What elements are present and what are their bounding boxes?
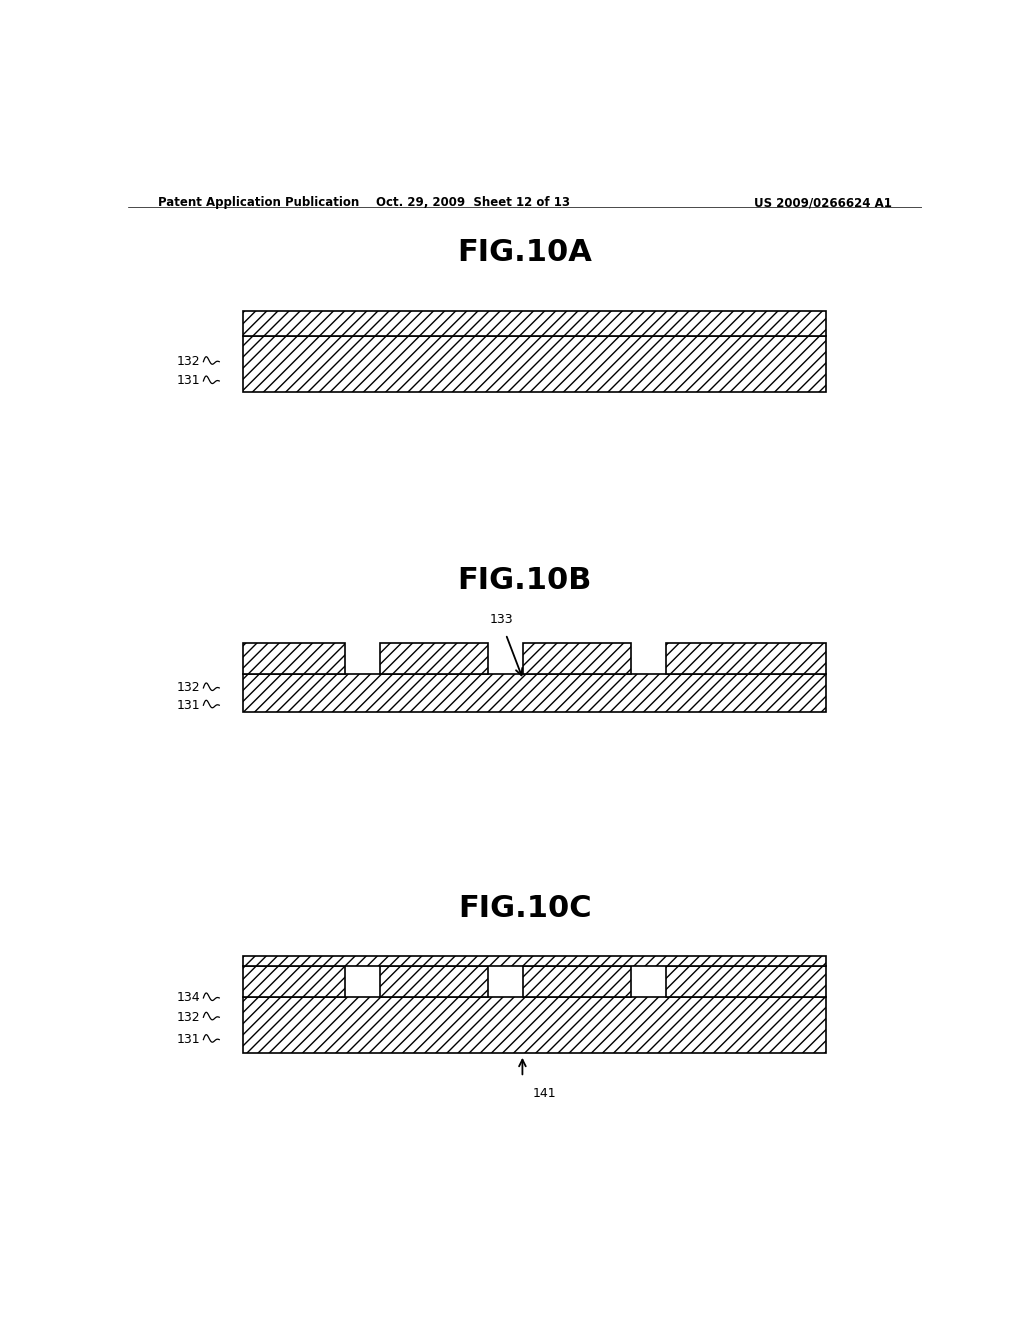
Bar bbox=[380, 966, 488, 997]
Text: FIG.10A: FIG.10A bbox=[458, 238, 592, 267]
Text: 141: 141 bbox=[532, 1088, 556, 1101]
Text: 132: 132 bbox=[176, 681, 201, 694]
Text: 131: 131 bbox=[176, 375, 201, 388]
Bar bbox=[243, 337, 826, 392]
Text: US 2009/0266624 A1: US 2009/0266624 A1 bbox=[754, 195, 892, 209]
Text: Oct. 29, 2009  Sheet 12 of 13: Oct. 29, 2009 Sheet 12 of 13 bbox=[376, 195, 570, 209]
Bar bbox=[243, 966, 345, 997]
Bar bbox=[243, 956, 826, 966]
Bar bbox=[523, 966, 631, 997]
Text: 134: 134 bbox=[176, 991, 201, 1005]
Text: 131: 131 bbox=[176, 1034, 201, 1047]
Bar bbox=[243, 673, 826, 713]
Bar bbox=[523, 643, 631, 673]
Text: 133: 133 bbox=[489, 612, 513, 626]
Text: 132: 132 bbox=[176, 355, 201, 368]
Text: 132: 132 bbox=[176, 1011, 201, 1024]
Bar bbox=[380, 643, 488, 673]
Text: Patent Application Publication: Patent Application Publication bbox=[158, 195, 359, 209]
Bar bbox=[243, 997, 826, 1053]
Text: 131: 131 bbox=[176, 698, 201, 711]
Bar bbox=[243, 312, 826, 337]
Bar bbox=[666, 966, 826, 997]
Text: FIG.10B: FIG.10B bbox=[458, 566, 592, 595]
Text: FIG.10C: FIG.10C bbox=[458, 894, 592, 923]
Bar bbox=[243, 643, 345, 673]
Bar bbox=[666, 643, 826, 673]
